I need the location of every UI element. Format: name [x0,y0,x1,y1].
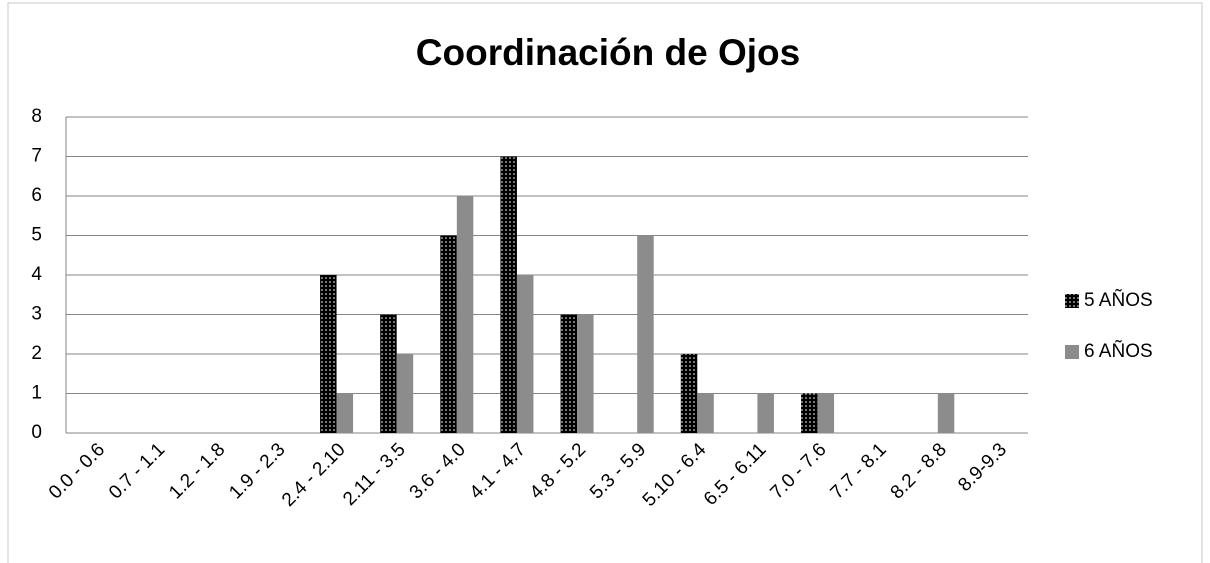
y-tick-label: 5 [31,225,42,246]
y-tick-label: 3 [31,304,42,325]
y-tick-label: 4 [31,264,42,285]
y-tick-label: 8 [31,106,42,127]
legend-label: 6 AÑOS [1084,340,1153,362]
y-tick-label: 6 [31,185,42,206]
bar [336,393,354,433]
bar [380,314,397,433]
bar [680,354,698,433]
bar [516,275,534,433]
y-tick-label: 1 [31,383,42,404]
bar [456,196,474,433]
legend-swatch [1065,345,1079,359]
bar [500,156,517,433]
bar [697,393,714,433]
bar [560,314,578,433]
bar [937,393,955,433]
bar [801,393,818,433]
legend-label: 5 AÑOS [1084,289,1153,311]
bar [817,393,835,433]
bar [637,235,654,433]
bar [320,275,337,433]
bar [577,314,594,433]
bar [440,235,457,433]
bar [757,393,774,433]
legend-swatch [1065,294,1079,308]
chart-title: Coordinación de Ojos [416,32,800,73]
y-tick-label: 0 [31,422,42,443]
y-tick-label: 2 [31,343,42,364]
chart-frame [7,2,1203,563]
bar [396,354,414,433]
y-tick-label: 7 [31,146,42,167]
